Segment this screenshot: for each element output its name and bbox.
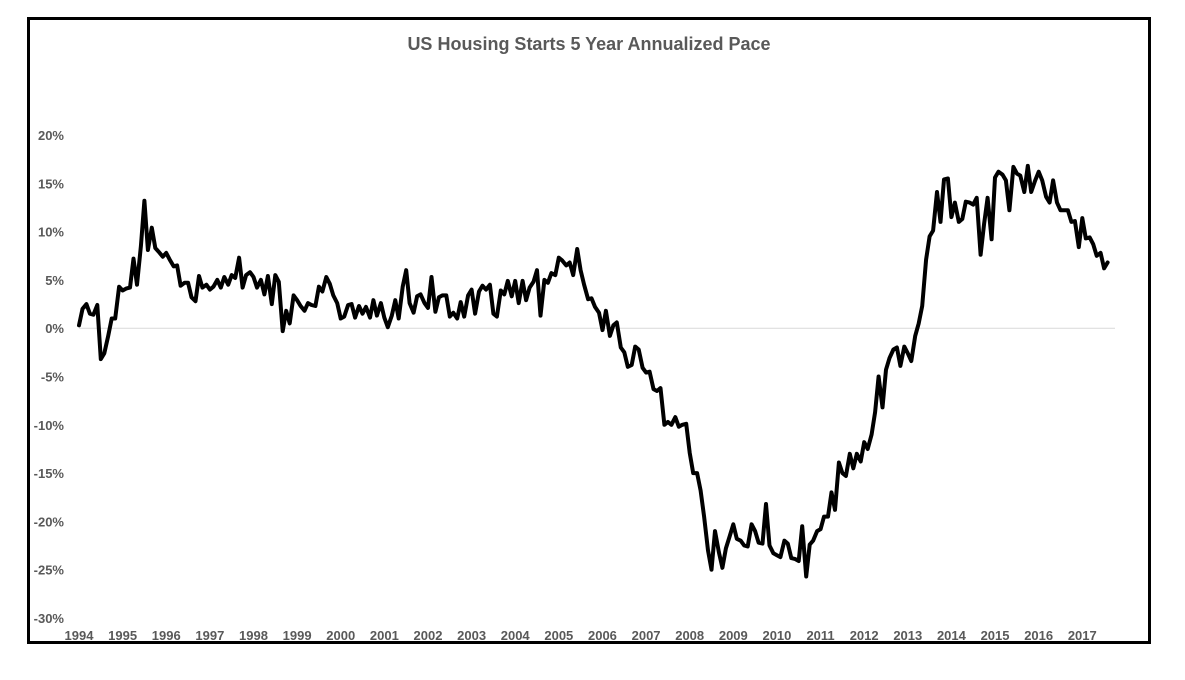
y-tick-label: -30%: [34, 611, 65, 626]
x-tick-label: 2016: [1024, 628, 1053, 641]
x-axis-ticks: 1994 1995 1996 1997 1998 1999 2000 2001 2002 2003…: [65, 628, 1097, 641]
x-tick-label: 2004: [501, 628, 531, 641]
x-tick-label: 1995: [108, 628, 137, 641]
x-tick-label: 2009: [719, 628, 748, 641]
x-tick-label: 2010: [762, 628, 791, 641]
x-tick-label: 2003: [457, 628, 486, 641]
x-tick-label: 2015: [981, 628, 1010, 641]
y-tick-label: 20%: [38, 128, 64, 143]
x-tick-label: 2012: [850, 628, 879, 641]
y-tick-label: -25%: [34, 563, 65, 578]
y-axis-ticks: 20% 15% 10% 5% 0% -5% -10% -15% -20% -25% -30%: [34, 128, 65, 626]
x-tick-label: 2002: [414, 628, 443, 641]
y-tick-label: 0%: [45, 321, 64, 336]
x-tick-label: 2008: [675, 628, 704, 641]
y-tick-label: -10%: [34, 418, 65, 433]
x-tick-label: 1997: [195, 628, 224, 641]
x-tick-label: 2006: [588, 628, 617, 641]
x-tick-label: 1998: [239, 628, 268, 641]
x-tick-label: 2001: [370, 628, 399, 641]
x-tick-label: 2013: [893, 628, 922, 641]
chart-title: US Housing Starts 5 Year Annualized Pace: [407, 34, 771, 54]
y-tick-label: -5%: [41, 370, 65, 385]
x-tick-label: 1999: [283, 628, 312, 641]
x-tick-label: 2014: [937, 628, 967, 641]
x-tick-label: 2000: [326, 628, 355, 641]
line-chart: 20% 15% 10% 5% 0% -5% -10% -15% -20% -25% -30% 199…: [34, 128, 1115, 641]
x-tick-label: 2011: [806, 628, 834, 641]
x-tick-label: 1994: [65, 628, 95, 641]
x-tick-label: 2017: [1068, 628, 1097, 641]
y-tick-label: 5%: [45, 273, 64, 288]
series-line: [77, 163, 1110, 579]
y-tick-label: 15%: [38, 176, 64, 191]
chart-frame: US Housing Starts 5 Year Annualized Pace…: [27, 17, 1151, 644]
y-tick-label: -20%: [34, 514, 65, 529]
x-tick-label: 2005: [544, 628, 573, 641]
y-tick-label: -15%: [34, 466, 65, 481]
x-tick-label: 2007: [632, 628, 661, 641]
x-tick-label: 1996: [152, 628, 181, 641]
y-tick-label: 10%: [38, 225, 64, 240]
